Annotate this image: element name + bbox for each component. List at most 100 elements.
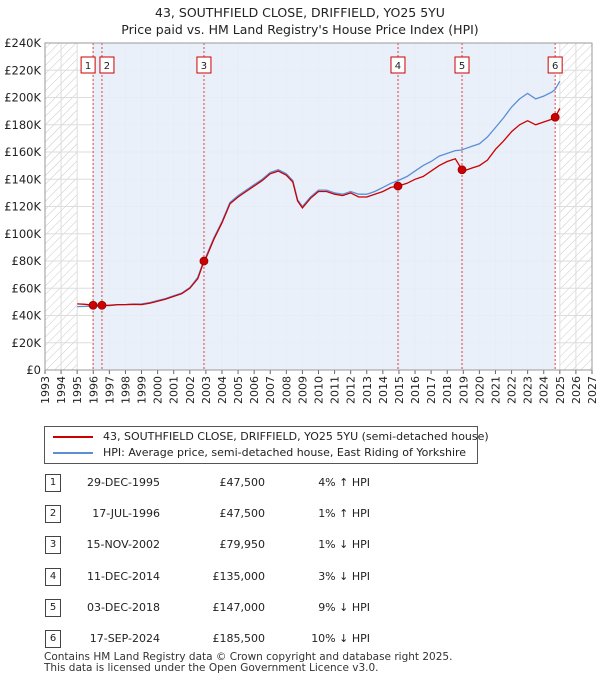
sale-label-box bbox=[196, 56, 212, 74]
x-tick-label: 2008 bbox=[280, 376, 293, 404]
sale-point bbox=[550, 112, 560, 122]
y-tick-label: £20K bbox=[12, 336, 42, 350]
x-tick-label: 2019 bbox=[457, 376, 470, 404]
y-tick-label: £0 bbox=[26, 363, 41, 377]
y-tick-label: £100K bbox=[4, 227, 41, 241]
sale-point bbox=[97, 300, 107, 310]
x-tick-label: 2001 bbox=[168, 376, 181, 404]
sale-date: 15-NOV-2002 bbox=[86, 538, 160, 551]
ownership-span bbox=[93, 43, 102, 370]
x-tick-label: 2013 bbox=[361, 376, 374, 404]
sale-date: 11-DEC-2014 bbox=[86, 570, 160, 583]
sale-row: 5 03-DEC-2018 £147,000 9% ↓ HPI bbox=[0, 595, 600, 625]
chart-title: 43, SOUTHFIELD CLOSE, DRIFFIELD, YO25 5Y… bbox=[0, 4, 600, 38]
x-tick-label: 2022 bbox=[506, 376, 519, 404]
x-tick-label: 2025 bbox=[554, 376, 567, 404]
sale-label-number: 5 bbox=[459, 61, 465, 72]
sale-label-box bbox=[80, 56, 96, 74]
sale-date: 03-DEC-2018 bbox=[86, 601, 160, 614]
sale-row: 1 29-DEC-1995 £47,500 4% ↑ HPI bbox=[0, 470, 600, 500]
sale-point bbox=[199, 256, 209, 266]
x-tick-label: 2010 bbox=[313, 376, 326, 404]
sale-label-number: 1 bbox=[85, 61, 91, 72]
y-tick-label: £220K bbox=[4, 63, 41, 77]
sale-label-box bbox=[390, 56, 406, 74]
sale-hpi-change: 1% ↓ HPI bbox=[318, 538, 370, 551]
x-tick-label: 2002 bbox=[184, 376, 197, 404]
sale-hpi-change: 9% ↓ HPI bbox=[318, 601, 370, 614]
sale-number-badge: 5 bbox=[45, 599, 61, 617]
sale-date: 17-SEP-2024 bbox=[89, 632, 160, 645]
x-tick-label: 2003 bbox=[200, 376, 213, 404]
x-tick-label: 2024 bbox=[538, 376, 551, 404]
x-tick-label: 2005 bbox=[232, 376, 245, 404]
sale-label-number: 3 bbox=[201, 61, 207, 72]
legend-swatch-hpi bbox=[53, 452, 93, 454]
x-tick-label: 2027 bbox=[586, 376, 599, 404]
ownership-span bbox=[462, 43, 556, 370]
chart-legend: 43, SOUTHFIELD CLOSE, DRIFFIELD, YO25 5Y… bbox=[44, 426, 489, 464]
x-tick-label: 2017 bbox=[425, 376, 438, 404]
sale-label-number: 4 bbox=[395, 61, 401, 72]
x-tick-label: 2004 bbox=[216, 376, 229, 404]
legend-label-hpi: HPI: Average price, semi-detached house,… bbox=[103, 446, 467, 459]
sale-number-badge: 1 bbox=[45, 474, 61, 492]
y-tick-label: £160K bbox=[4, 145, 41, 159]
sale-price: £135,000 bbox=[212, 570, 266, 583]
y-tick-label: £140K bbox=[4, 172, 41, 186]
y-tick-label: £180K bbox=[4, 118, 41, 132]
sale-point bbox=[393, 181, 403, 191]
sale-number-badge: 3 bbox=[45, 536, 61, 554]
y-tick-label: £240K bbox=[4, 36, 41, 50]
sale-label-number: 6 bbox=[552, 61, 558, 72]
sale-label-box bbox=[99, 56, 115, 74]
sale-row: 2 17-JUL-1996 £47,500 1% ↑ HPI bbox=[0, 501, 600, 531]
title-line-2: Price paid vs. HM Land Registry's House … bbox=[121, 22, 479, 37]
sale-price: £47,500 bbox=[219, 507, 266, 520]
footer-notice: Contains HM Land Registry data © Crown c… bbox=[44, 652, 452, 674]
y-tick-label: £120K bbox=[4, 200, 41, 214]
x-tick-label: 1998 bbox=[119, 376, 132, 404]
x-tick-label: 2026 bbox=[570, 376, 583, 404]
footer-line-2: This data is licensed under the Open Gov… bbox=[44, 662, 379, 674]
sale-number-badge: 6 bbox=[45, 630, 61, 648]
x-tick-label: 1995 bbox=[71, 376, 84, 404]
title-line-1: 43, SOUTHFIELD CLOSE, DRIFFIELD, YO25 5Y… bbox=[155, 5, 445, 20]
x-tick-label: 2007 bbox=[264, 376, 277, 404]
x-tick-label: 1999 bbox=[136, 376, 149, 404]
legend-swatch-property bbox=[53, 436, 93, 438]
sale-number-badge: 4 bbox=[45, 568, 61, 586]
x-tick-label: 1997 bbox=[103, 376, 116, 404]
x-tick-label: 1993 bbox=[39, 376, 52, 404]
legend-label-property: 43, SOUTHFIELD CLOSE, DRIFFIELD, YO25 5Y… bbox=[103, 430, 489, 443]
sale-row: 6 17-SEP-2024 £185,500 10% ↓ HPI bbox=[0, 626, 600, 656]
y-tick-label: £200K bbox=[4, 91, 41, 105]
x-tick-label: 2012 bbox=[345, 376, 358, 404]
x-tick-label: 2023 bbox=[522, 376, 535, 404]
sale-date: 17-JUL-1996 bbox=[92, 507, 160, 520]
sale-label-number: 2 bbox=[104, 61, 110, 72]
footer-line-1: Contains HM Land Registry data © Crown c… bbox=[44, 651, 453, 663]
y-tick-label: £40K bbox=[12, 309, 42, 323]
sale-price: £47,500 bbox=[219, 476, 266, 489]
plot-frame bbox=[44, 42, 593, 371]
x-tick-label: 2015 bbox=[393, 376, 406, 404]
sale-hpi-change: 4% ↑ HPI bbox=[318, 476, 370, 489]
sale-row: 4 11-DEC-2014 £135,000 3% ↓ HPI bbox=[0, 564, 600, 594]
x-tick-label: 2009 bbox=[296, 376, 309, 404]
sale-point bbox=[88, 300, 98, 310]
sale-hpi-change: 3% ↓ HPI bbox=[318, 570, 370, 583]
sale-number-badge: 2 bbox=[45, 505, 61, 523]
price-chart: 1 2 3 4 5 6 £0 £20K £40K £60K £80K £100K £120K £140K… bbox=[4, 36, 599, 404]
sale-price: £185,500 bbox=[212, 632, 266, 645]
x-tick-label: 1994 bbox=[55, 376, 68, 404]
sale-hpi-change: 10% ↓ HPI bbox=[311, 632, 370, 645]
x-tick-label: 2018 bbox=[441, 376, 454, 404]
ownership-span bbox=[101, 43, 204, 370]
x-tick-label: 2021 bbox=[489, 376, 502, 404]
sale-price: £147,000 bbox=[212, 601, 266, 614]
sale-row: 3 15-NOV-2002 £79,950 1% ↓ HPI bbox=[0, 532, 600, 562]
x-tick-label: 2006 bbox=[248, 376, 261, 404]
sale-date: 29-DEC-1995 bbox=[86, 476, 160, 489]
y-tick-label: £80K bbox=[12, 254, 42, 268]
